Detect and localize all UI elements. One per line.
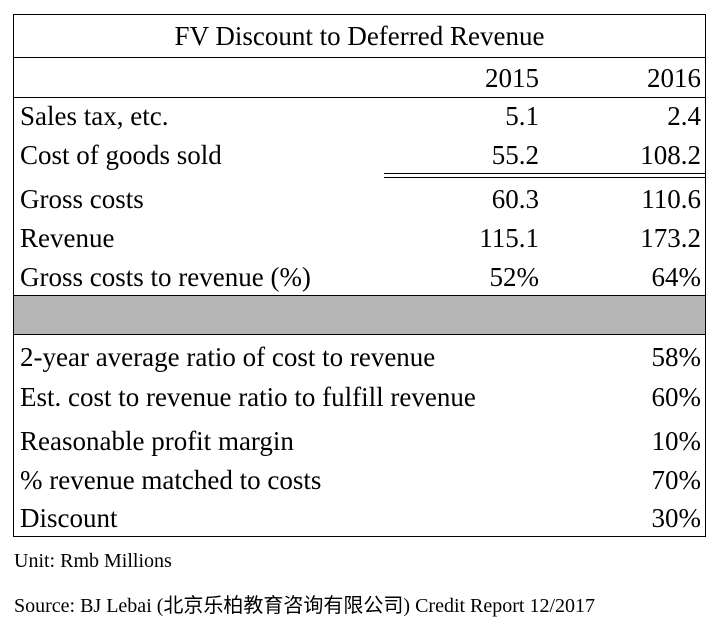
row-label: Gross costs	[20, 184, 144, 214]
row-value-2016: 108.2	[640, 140, 701, 170]
summary-value: 60%	[651, 382, 702, 412]
band-bottom-rule	[14, 334, 705, 335]
separator-band	[14, 296, 705, 334]
row-value-2016: 173.2	[640, 223, 701, 253]
header-row: 2015 2016	[14, 58, 705, 98]
summary-label: Est. cost to revenue ratio to fulfill re…	[20, 382, 476, 412]
summary-label: 2-year average ratio of cost to revenue	[20, 342, 436, 372]
summary-value: 10%	[651, 426, 702, 456]
table-title: FV Discount to Deferred Revenue	[14, 15, 705, 58]
subtotal-double-rule	[384, 173, 705, 178]
summary-row: 2-year average ratio of cost to revenue …	[14, 337, 705, 377]
row-value-2015: 60.3	[491, 184, 539, 214]
summary-row: Discount 30%	[14, 498, 705, 538]
row-label: Gross costs to revenue (%)	[20, 262, 311, 292]
summary-row: Reasonable profit margin 10%	[14, 421, 705, 461]
summary-row: Est. cost to revenue ratio to fulfill re…	[14, 377, 705, 417]
row-value-2016: 110.6	[641, 184, 701, 214]
summary-value: 70%	[651, 465, 702, 495]
column-header-2016: 2016	[647, 63, 701, 93]
summary-value: 58%	[651, 342, 702, 372]
table-row: Cost of goods sold 55.2 108.2	[14, 135, 705, 175]
summary-label: Reasonable profit margin	[20, 426, 294, 456]
summary-label: % revenue matched to costs	[20, 465, 322, 495]
table-row: Sales tax, etc. 5.1 2.4	[14, 96, 705, 136]
unit-note: Unit: Rmb Millions	[14, 550, 172, 572]
table-frame: FV Discount to Deferred Revenue 2015 201…	[13, 14, 706, 537]
table-row: Gross costs 60.3 110.6	[14, 179, 705, 219]
row-label: Revenue	[20, 223, 115, 253]
summary-value: 30%	[651, 503, 702, 533]
band-top-rule	[14, 295, 705, 296]
header-divider	[14, 97, 705, 98]
row-value-2015: 115.1	[479, 223, 539, 253]
summary-row: % revenue matched to costs 70%	[14, 460, 705, 500]
table-row: Revenue 115.1 173.2	[14, 218, 705, 258]
row-label: Cost of goods sold	[20, 140, 222, 170]
row-value-2016: 2.4	[667, 101, 701, 131]
row-value-2016: 64%	[651, 262, 702, 292]
row-label: Sales tax, etc.	[20, 101, 169, 131]
column-header-2015: 2015	[485, 63, 539, 93]
summary-label: Discount	[20, 503, 118, 533]
table-row: Gross costs to revenue (%) 52% 64%	[14, 257, 705, 297]
row-value-2015: 55.2	[491, 140, 539, 170]
row-value-2015: 5.1	[505, 101, 539, 131]
row-value-2015: 52%	[489, 262, 540, 292]
source-note: Source: BJ Lebai (北京乐柏教育咨询有限公司) Credit R…	[14, 595, 596, 617]
